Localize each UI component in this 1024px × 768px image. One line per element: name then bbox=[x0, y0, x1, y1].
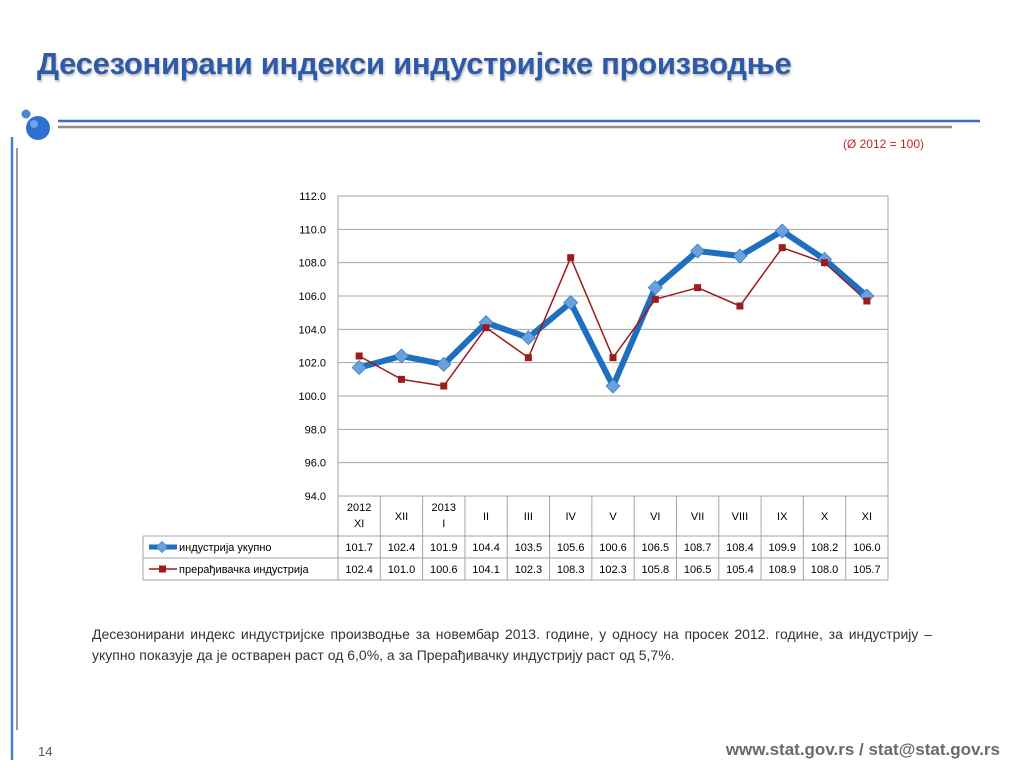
data-table-value: 106.5 bbox=[684, 564, 712, 576]
data-table-value: 102.4 bbox=[388, 542, 416, 554]
x-category-label: X bbox=[821, 511, 829, 523]
data-point-manufacturing bbox=[567, 254, 575, 262]
data-table-value: 100.6 bbox=[599, 542, 627, 554]
data-point-manufacturing bbox=[821, 259, 829, 267]
legend-key-marker bbox=[155, 540, 169, 554]
data-point-industry-total bbox=[520, 330, 536, 346]
data-table-value: 108.0 bbox=[811, 564, 839, 576]
data-point-industry-total bbox=[478, 315, 494, 331]
data-point-manufacturing bbox=[694, 284, 702, 292]
data-point-manufacturing bbox=[397, 375, 405, 383]
x-category-label: IV bbox=[565, 511, 576, 523]
data-point-manufacturing bbox=[524, 354, 532, 362]
data-point-industry-total bbox=[393, 348, 409, 364]
data-point-industry-total bbox=[732, 248, 748, 264]
data-point-manufacturing bbox=[355, 352, 363, 360]
data-point-industry-total bbox=[563, 295, 579, 311]
data-point-manufacturing bbox=[778, 244, 786, 252]
x-category-label: XII bbox=[395, 511, 408, 523]
footer-website: www.stat.gov.rs / stat@stat.gov.rs bbox=[725, 740, 1000, 759]
plot-area-border bbox=[337, 195, 889, 497]
data-table-value: 106.5 bbox=[642, 542, 670, 554]
x-category-label: 2012 bbox=[347, 502, 371, 514]
data-table-value: 103.5 bbox=[515, 542, 543, 554]
data-table-value: 108.2 bbox=[811, 542, 839, 554]
data-table-value: 108.4 bbox=[726, 542, 754, 554]
x-category-label: XI bbox=[354, 518, 364, 530]
data-table-value: 102.4 bbox=[345, 564, 373, 576]
y-tick-label: 108.0 bbox=[298, 258, 326, 270]
data-table-value: 101.9 bbox=[430, 542, 458, 554]
page-title: Десезонирани индекси индустријске произв… bbox=[37, 46, 792, 81]
y-tick-label: 96.0 bbox=[305, 458, 326, 470]
data-point-industry-total bbox=[690, 243, 706, 259]
data-point-manufacturing bbox=[863, 297, 871, 305]
y-tick-label: 112.0 bbox=[299, 191, 326, 203]
data-point-industry-total bbox=[351, 360, 367, 376]
data-point-industry-total bbox=[774, 223, 790, 239]
data-table-value: 105.6 bbox=[557, 542, 585, 554]
data-point-industry-total bbox=[647, 280, 663, 296]
data-table-value: 105.8 bbox=[642, 564, 670, 576]
data-table-value: 105.4 bbox=[726, 564, 754, 576]
x-category-label: I bbox=[442, 518, 445, 530]
data-table-value: 106.0 bbox=[853, 542, 881, 554]
y-tick-label: 98.0 bbox=[305, 424, 326, 436]
data-point-manufacturing bbox=[440, 382, 448, 390]
data-table-value: 104.1 bbox=[472, 564, 500, 576]
x-category-label: IX bbox=[777, 511, 788, 523]
x-category-label: VI bbox=[650, 511, 660, 523]
x-category-label: V bbox=[609, 511, 617, 523]
y-tick-label: 106.0 bbox=[298, 291, 326, 303]
data-point-manufacturing bbox=[609, 354, 617, 362]
x-category-label: II bbox=[483, 511, 489, 523]
data-table-value: 102.3 bbox=[515, 564, 543, 576]
data-point-manufacturing bbox=[651, 295, 659, 303]
x-category-label: XI bbox=[862, 511, 872, 523]
y-tick-label: 94.0 bbox=[305, 491, 326, 503]
x-category-label: VII bbox=[691, 511, 704, 523]
legend-label: прерађивачка индустрија bbox=[179, 564, 310, 576]
data-table-value: 102.3 bbox=[599, 564, 627, 576]
y-tick-label: 100.0 bbox=[298, 391, 326, 403]
data-point-manufacturing bbox=[482, 324, 490, 332]
y-tick-label: 102.0 bbox=[298, 358, 326, 370]
description-text: Десезонирани индекс индустријске произво… bbox=[92, 626, 932, 663]
data-table-value: 100.6 bbox=[430, 564, 458, 576]
legend-key-marker bbox=[159, 565, 166, 573]
line-chart: 112.0 110.0 108.0 106.0 104.0 102.0 100.0 98.0 9… bbox=[142, 191, 889, 581]
legend-label: индустрија укупно bbox=[179, 542, 272, 554]
data-point-industry-total bbox=[436, 356, 452, 372]
data-table-value: 108.3 bbox=[557, 564, 585, 576]
data-table-value: 105.7 bbox=[853, 564, 881, 576]
data-point-industry-total bbox=[605, 378, 621, 394]
data-table-value: 101.7 bbox=[345, 542, 373, 554]
x-category-label: 2013 bbox=[432, 502, 456, 514]
base-year-note: (Ø 2012 = 100) bbox=[842, 137, 924, 151]
page-number: 14 bbox=[38, 744, 53, 759]
data-point-manufacturing bbox=[736, 302, 744, 310]
x-category-label: VIII bbox=[732, 511, 749, 523]
data-table-value: 108.9 bbox=[768, 564, 796, 576]
data-table-value: 108.7 bbox=[684, 542, 712, 554]
data-table-value: 109.9 bbox=[768, 542, 796, 554]
y-tick-label: 110.0 bbox=[299, 224, 326, 236]
x-category-label: III bbox=[524, 511, 533, 523]
data-table-value: 101.0 bbox=[388, 564, 416, 576]
data-table-value: 104.4 bbox=[472, 542, 500, 554]
data-point-industry-total bbox=[859, 288, 875, 304]
y-tick-label: 104.0 bbox=[298, 324, 326, 336]
